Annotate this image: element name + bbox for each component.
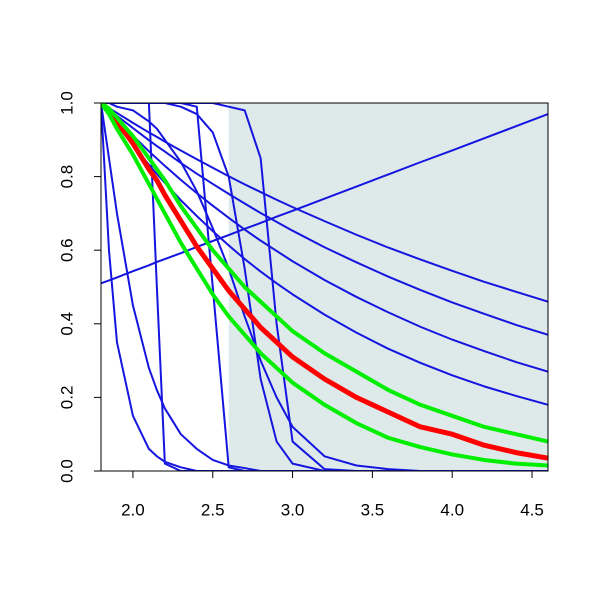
series-line xyxy=(101,103,548,471)
series-line xyxy=(101,103,548,461)
series-line xyxy=(101,103,548,471)
plot-frame xyxy=(100,102,549,472)
x-tick-label: 3.5 xyxy=(361,500,385,519)
series-line xyxy=(101,103,548,471)
x-tick-label: 4.0 xyxy=(440,500,464,519)
series-line xyxy=(101,103,548,336)
y-tick-label: 0.0 xyxy=(57,459,76,483)
series-line xyxy=(101,103,548,373)
x-tick-label: 4.5 xyxy=(520,500,544,519)
series-line xyxy=(101,103,548,471)
x-tick-label: 2.0 xyxy=(121,500,145,519)
x-tick-label: 3.0 xyxy=(281,500,305,519)
series-line xyxy=(101,103,548,444)
series-line xyxy=(101,103,548,303)
y-tick-label: 0.2 xyxy=(57,386,76,410)
x-tick-label: 2.5 xyxy=(201,500,225,519)
series-line xyxy=(101,103,548,468)
y-tick-label: 0.6 xyxy=(57,238,76,262)
y-tick-label: 0.8 xyxy=(57,165,76,189)
plot-area xyxy=(101,103,548,471)
series-line xyxy=(101,103,548,471)
y-tick-label: 1.0 xyxy=(57,91,76,115)
y-tick-label: 0.4 xyxy=(57,312,76,336)
